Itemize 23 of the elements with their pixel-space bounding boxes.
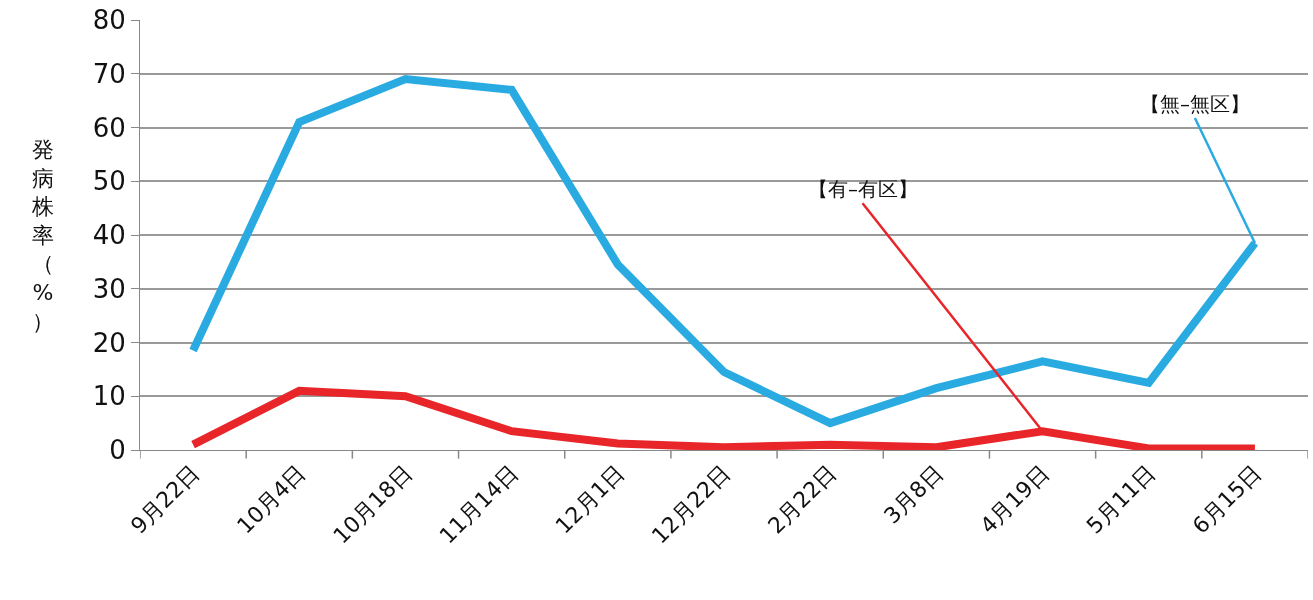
- y-axis-title: 発病株率（%）: [31, 137, 54, 334]
- y-tick-label: 40: [92, 220, 126, 251]
- x-tick-label: 4月19日: [975, 460, 1054, 539]
- y-tick-label: 30: [92, 273, 126, 304]
- x-tick-label: 6月15日: [1187, 460, 1267, 539]
- x-tick-label: 2月22日: [763, 460, 842, 539]
- x-tick-label: 12月22日: [646, 460, 736, 549]
- y-tick-label: 80: [92, 5, 126, 36]
- x-tick-label: 12月1日: [550, 460, 630, 539]
- y-tick-label: 0: [109, 435, 126, 466]
- x-tick-label: 9月22日: [125, 460, 205, 539]
- annotation: 【有–有区】: [808, 177, 918, 201]
- y-tick-label: 20: [92, 327, 126, 358]
- x-tick-label: 5月11日: [1081, 460, 1161, 539]
- y-tick-label: 60: [92, 112, 126, 143]
- x-tick-label: 10月18日: [328, 460, 417, 549]
- x-tick-label: 3月8日: [879, 460, 948, 529]
- annotation: 【無–無区】: [1140, 92, 1250, 116]
- y-tick-label: 50: [92, 166, 126, 197]
- x-tick-label: 10月4日: [232, 460, 311, 539]
- y-tick-label: 10: [92, 381, 126, 412]
- x-tick-label: 11月14日: [434, 460, 523, 549]
- y-tick-label: 70: [92, 58, 126, 89]
